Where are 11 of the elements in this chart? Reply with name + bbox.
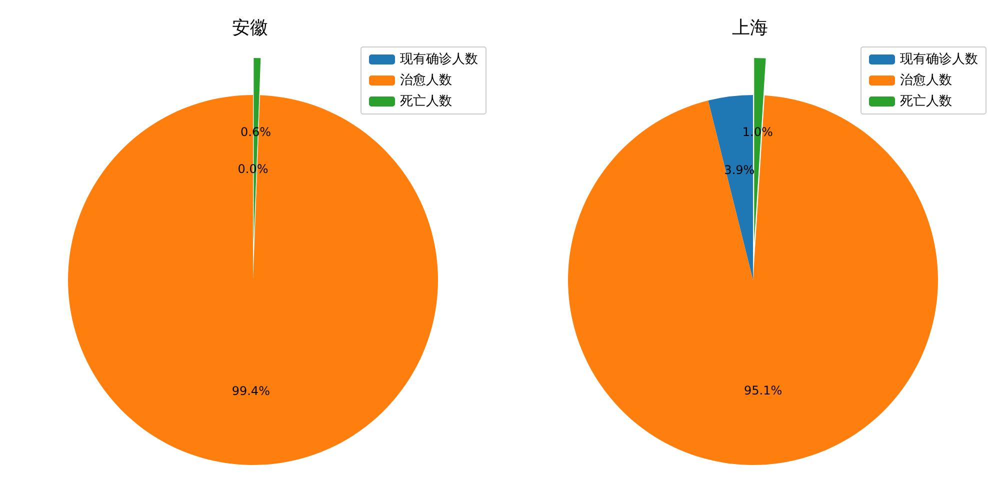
legend-label: 死亡人数 <box>900 93 952 109</box>
legend-label: 治愈人数 <box>900 73 952 88</box>
legend-label: 现有确诊人数 <box>400 52 478 67</box>
legend-label: 治愈人数 <box>400 73 452 88</box>
data-label: 1.0% <box>742 125 773 140</box>
data-label: 95.1% <box>744 384 782 398</box>
legend-label: 死亡人数 <box>400 93 452 109</box>
chart-title: 安徽 <box>232 18 268 38</box>
chart-title: 上海 <box>732 18 768 38</box>
data-label: 99.4% <box>232 384 270 398</box>
legend-label: 现有确诊人数 <box>900 52 978 67</box>
